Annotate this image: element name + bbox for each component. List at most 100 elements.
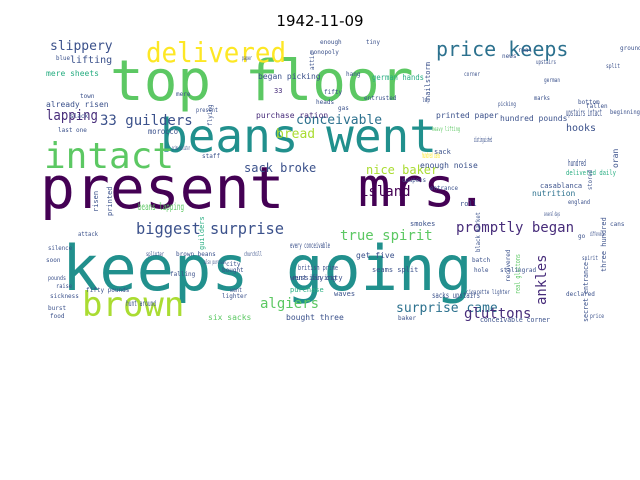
word-secret-entrance: secret entrance — [582, 262, 590, 322]
word-conceivable: conceivable — [296, 113, 382, 128]
word-lap: lap — [422, 97, 430, 104]
word-three-hundred: three hundred — [600, 217, 608, 272]
word-surprise-came: surprise came — [396, 301, 498, 316]
word-seams-split: seams split — [372, 266, 418, 274]
word-churchill: churchill — [244, 251, 262, 258]
word-marks: marks — [534, 95, 550, 102]
word-batch: batch — [472, 257, 490, 264]
word-russian-city: russian city — [292, 274, 343, 282]
word-paper: paper — [242, 55, 252, 62]
word-distinguished: distinguished — [474, 136, 492, 144]
word-beginning: beginning — [610, 109, 640, 116]
word-recovered: recovered — [505, 249, 512, 282]
word-price-keeps: price keeps — [436, 37, 568, 61]
word-keeps-going: keeps going — [62, 232, 473, 305]
word-stalingrad: stalingrad — [500, 267, 537, 274]
word-hundred-pounds: hundred pounds — [500, 114, 568, 123]
word-went: went — [230, 287, 242, 294]
word-risen: risen — [92, 191, 100, 212]
word-spirit: spirit — [582, 255, 598, 262]
word-split: split — [606, 63, 620, 70]
word-difference: difference — [590, 231, 604, 238]
word-sacks-upstairs: sacks upstairs — [432, 291, 480, 300]
word-bread: bread — [276, 127, 315, 142]
word-roll: roll — [460, 200, 477, 208]
word-attack: attack — [78, 231, 98, 238]
word-cigarette-lighter: cigarette lighter — [466, 289, 510, 296]
word-beans-lapping: beans lapping — [138, 202, 184, 213]
word-biggest-surprise: biggest surprise — [136, 219, 284, 238]
word-sack: sack — [434, 148, 452, 156]
word-mrs: mrs. — [358, 156, 488, 219]
word-real: real — [518, 47, 532, 54]
word-began-picking: began picking — [258, 72, 321, 81]
word-heads: heads — [316, 99, 334, 106]
word-tiny: tiny — [366, 39, 380, 46]
word-town: town — [80, 93, 95, 100]
word-british-prime: british prime — [298, 264, 338, 272]
word-nutrition: nutrition — [532, 189, 576, 198]
word-price: price — [590, 313, 604, 320]
word-printed: printed — [106, 186, 114, 216]
word-food: food — [50, 313, 65, 320]
word-mere-sheets: mere sheets — [46, 69, 99, 78]
word-flying: flying — [207, 104, 214, 126]
word-algiers: algiers — [260, 296, 319, 312]
word-hang: hang — [346, 71, 361, 78]
word-pounds: pounds — [48, 275, 66, 282]
figure-title: 1942-11-09 — [276, 12, 364, 30]
word-german: german — [544, 77, 560, 84]
word-lapping: lapping — [46, 108, 98, 124]
word-delivered: delivered — [146, 36, 286, 69]
word-delivered-daily: delivered daily — [566, 169, 616, 177]
word-beans-went: beans went — [160, 109, 437, 163]
word-upstairs: upstairs — [536, 59, 556, 66]
word-island: island — [360, 184, 411, 200]
word-monopoly: monopoly — [310, 49, 339, 56]
word-black-market: black market — [475, 212, 482, 252]
word-enough: enough — [320, 39, 342, 46]
word-also-purchase: also purchase — [204, 259, 226, 266]
word-ankles: ankles — [534, 254, 550, 305]
word-hole: hole — [474, 267, 489, 274]
word-33-guilders: 33 guilders — [100, 113, 193, 129]
word-coupons: coupons — [402, 177, 426, 184]
word-lifting: lifting — [70, 55, 112, 66]
word-purchase: purchase — [290, 286, 324, 294]
word-hailstorm: hailstorm — [424, 62, 432, 100]
word-entrance: entrance — [430, 185, 458, 192]
word-blue: blue — [56, 55, 70, 62]
word-heavy-lifting: heavy lifting — [432, 126, 460, 133]
word-present: present — [40, 154, 284, 222]
word-stored: stored — [587, 170, 594, 190]
word-every-conceivable: every conceivable — [290, 241, 330, 250]
word-falling: falling — [170, 271, 196, 278]
word-news: news — [502, 53, 517, 60]
word-cans: cans — [610, 221, 625, 228]
word-hundred-cans: hundred cans — [422, 151, 440, 160]
word-get-five: get five — [356, 251, 395, 260]
word-went-flying: went flying — [290, 274, 336, 282]
word-waves: waves — [334, 290, 355, 298]
word-slack: slack — [70, 113, 88, 120]
word-true-spirit: true spirit — [340, 228, 433, 244]
word-corner: corner — [464, 71, 480, 78]
word-raise: raise — [56, 283, 72, 290]
word-declared: declared — [566, 291, 595, 298]
word-six-sacks: six sacks — [208, 313, 252, 322]
word-sickness: sickness — [50, 293, 79, 300]
word-morocco: morocco — [148, 127, 178, 136]
word-prime-minister: prime minister — [172, 145, 190, 152]
word-nice-baker: nice baker — [366, 163, 438, 177]
word-brown-beans: brown beans — [176, 251, 216, 258]
word-attic: attic — [309, 52, 316, 70]
word-slippery: slippery — [50, 39, 113, 54]
word-england: england — [568, 199, 590, 206]
word-brown: brown — [82, 285, 184, 325]
word-baker: baker — [398, 315, 416, 322]
word-present: present — [196, 107, 218, 114]
word-real-gluttons: real gluttons — [514, 254, 522, 294]
word-bottom: bottom — [578, 99, 600, 106]
